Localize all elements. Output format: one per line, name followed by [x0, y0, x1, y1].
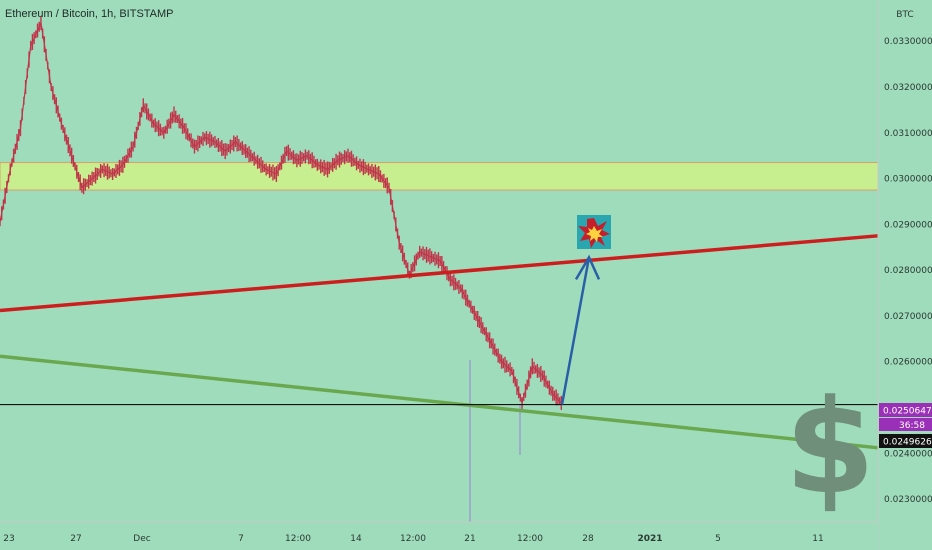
x-axis-ticks: 23 27 Dec 7 12:00 14 12:00 21 12:00 28 2021 5 11: [3, 534, 823, 544]
x-tick-label: 23: [3, 534, 14, 544]
arrow-head: [574, 254, 601, 280]
x-tick-label: 14: [350, 534, 362, 544]
x-tick-label: 2021: [637, 534, 662, 544]
chart-title: Ethereum / Bitcoin, 1h, BITSTAMP: [5, 8, 174, 20]
x-tick-label: 12:00: [400, 534, 426, 544]
explosion-icon: [577, 215, 611, 249]
dollar-sign-icon: $: [785, 371, 875, 523]
countdown-badge: [879, 418, 932, 431]
countdown-label: 36:58: [899, 421, 925, 431]
projection-arrow[interactable]: [560, 254, 601, 405]
x-tick-label: 11: [812, 534, 823, 544]
x-tick-label: 12:00: [517, 534, 543, 544]
resistance-zone: [0, 162, 879, 191]
x-tick-label: 12:00: [285, 534, 311, 544]
axis-currency: BTC: [896, 10, 913, 20]
x-tick-label: 7: [238, 534, 244, 544]
price-line: [0, 20, 564, 406]
arrow-shaft: [560, 257, 591, 405]
support-trendline[interactable]: [0, 354, 879, 450]
price-series: [0, 15, 564, 522]
x-tick-label: 28: [582, 534, 594, 544]
time-axis[interactable]: [0, 523, 878, 550]
last-price-badge: [879, 403, 932, 417]
resistance-trendline[interactable]: [0, 234, 879, 313]
x-tick-label: 5: [715, 534, 721, 544]
price-axis[interactable]: [879, 0, 932, 550]
marked-price-badge: [879, 434, 932, 448]
last-price-label: 0.02506471: [883, 407, 932, 417]
x-tick-label: 21: [464, 534, 475, 544]
x-tick-label: Dec: [133, 534, 150, 544]
x-tick-label: 27: [70, 534, 81, 544]
explosion-icon-core: [586, 226, 603, 242]
marked-price-label: 0.02496265: [883, 438, 932, 448]
